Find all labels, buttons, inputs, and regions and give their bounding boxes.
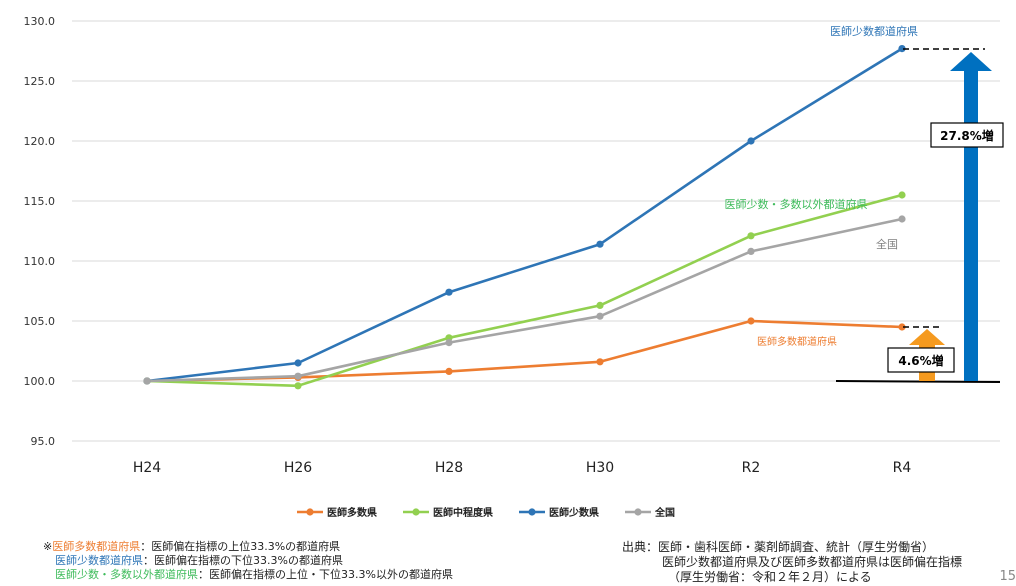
data-point [445,288,453,296]
data-point [445,367,453,375]
baseline-rule [835,380,1001,383]
data-point [747,232,755,240]
footnote-mark: ※ [43,540,53,553]
small-increase-label: 4.6%増 [898,353,943,368]
y-tick-label: 125.0 [24,75,56,88]
x-tick-label: H28 [435,460,463,476]
data-point [143,377,151,385]
y-tick-label: 110.0 [24,255,56,268]
data-point [747,317,755,325]
x-tick-label: H30 [586,460,614,476]
line-chart: 95.0100.0105.0110.0115.0120.0125.0130.0 … [24,15,1004,519]
x-tick-label: H26 [284,460,312,476]
legend-swatch-point [528,508,536,516]
footnote-key-low: 医師少数都道府県 [55,554,143,567]
footnote-key-high: 医師多数都道府県 [52,540,141,553]
increase-annotation-low: 4.6%増 [887,326,955,381]
label-mid-prefectures: 医師少数・多数以外都道府県 [725,197,868,211]
footnote-line-2: 医師少数都道府県：医師偏在指標の下位33.3%の都道府県 [43,554,453,568]
data-point [898,323,906,331]
data-point [596,301,604,309]
small-increase-box [887,347,955,373]
x-axis-ticks: H24 H26 H28 H30 R2 R4 [133,460,912,476]
series-lines [146,47,903,388]
blue-arrow [950,52,992,381]
legend-swatch-point [634,508,642,516]
data-point [898,215,906,223]
data-point [596,312,604,320]
x-tick-label: R2 [742,460,761,476]
legend-label: 医師多数県 [327,506,377,519]
footnote-key-mid: 医師少数・多数以外都道府県 [55,568,198,581]
gridlines [72,20,1000,442]
y-axis-ticks: 95.0 100.0 105.0 110.0 115.0 120.0 125.0 130.0 [24,15,56,448]
series-line [146,47,903,383]
data-point [294,382,302,390]
data-point [747,137,755,145]
source-line-1: 出典：医師・歯科医師・薬剤師調査、統計（厚生労働省） [622,540,935,554]
data-point [898,191,906,199]
legend: 医師多数県 医師中程度県 医師少数県 全国 [297,506,675,519]
footnotes: ※医師多数都道府県：医師偏在指標の上位33.3%の都道府県 医師少数都道府県：医… [43,540,453,582]
source-line-3: （厚生労働省：令和２年２月）による [668,570,872,584]
series-points [143,45,906,390]
source-line-2: 医師少数都道府県及び医師多数都道府県は医師偏在指標 [662,555,963,569]
footnote-line-1: ※医師多数都道府県：医師偏在指標の上位33.3%の都道府県 [43,540,453,554]
big-increase-label: 27.8%増 [940,128,994,143]
data-point [294,359,302,367]
data-point [596,240,604,248]
y-tick-label: 105.0 [24,315,56,328]
footnote-text-low: ：医師偏在指標の下位33.3%の都道府県 [143,554,343,567]
label-all: 全国 [876,237,898,251]
series-line [146,217,903,383]
footnote-text-high: ：医師偏在指標の上位33.3%の都道府県 [140,540,341,553]
big-increase-box [930,122,1004,148]
y-tick-label: 115.0 [24,195,56,208]
legend-swatch-point [306,508,314,516]
legend-swatch-point [412,508,420,516]
legend-label: 全国 [654,506,675,519]
x-tick-label: H24 [133,460,161,476]
y-tick-label: 100.0 [24,375,56,388]
y-tick-label: 120.0 [24,135,56,148]
data-point [596,358,604,366]
data-point [747,247,755,255]
data-point [445,339,453,347]
series-line [146,193,903,388]
y-tick-label: 130.0 [24,15,56,28]
footnote-text-mid: ：医師偏在指標の上位・下位33.3%以外の都道府県 [198,568,453,581]
page-number: 15 [999,569,1016,584]
increase-annotation-high: 27.8%増 [835,48,1004,383]
label-high-prefectures: 医師多数都道府県 [757,335,837,348]
y-tick-label: 95.0 [31,435,56,448]
source-note: 出典：医師・歯科医師・薬剤師調査、統計（厚生労働省） 医師少数都道府県及び医師多… [622,540,962,585]
data-point [294,372,302,380]
footnote-line-3: 医師少数・多数以外都道府県：医師偏在指標の上位・下位33.3%以外の都道府県 [43,568,453,582]
x-tick-label: R4 [893,460,912,476]
label-low-prefectures: 医師少数都道府県 [830,24,918,38]
legend-label: 医師少数県 [549,506,599,519]
data-point [898,45,906,53]
legend-label: 医師中程度県 [433,506,493,519]
